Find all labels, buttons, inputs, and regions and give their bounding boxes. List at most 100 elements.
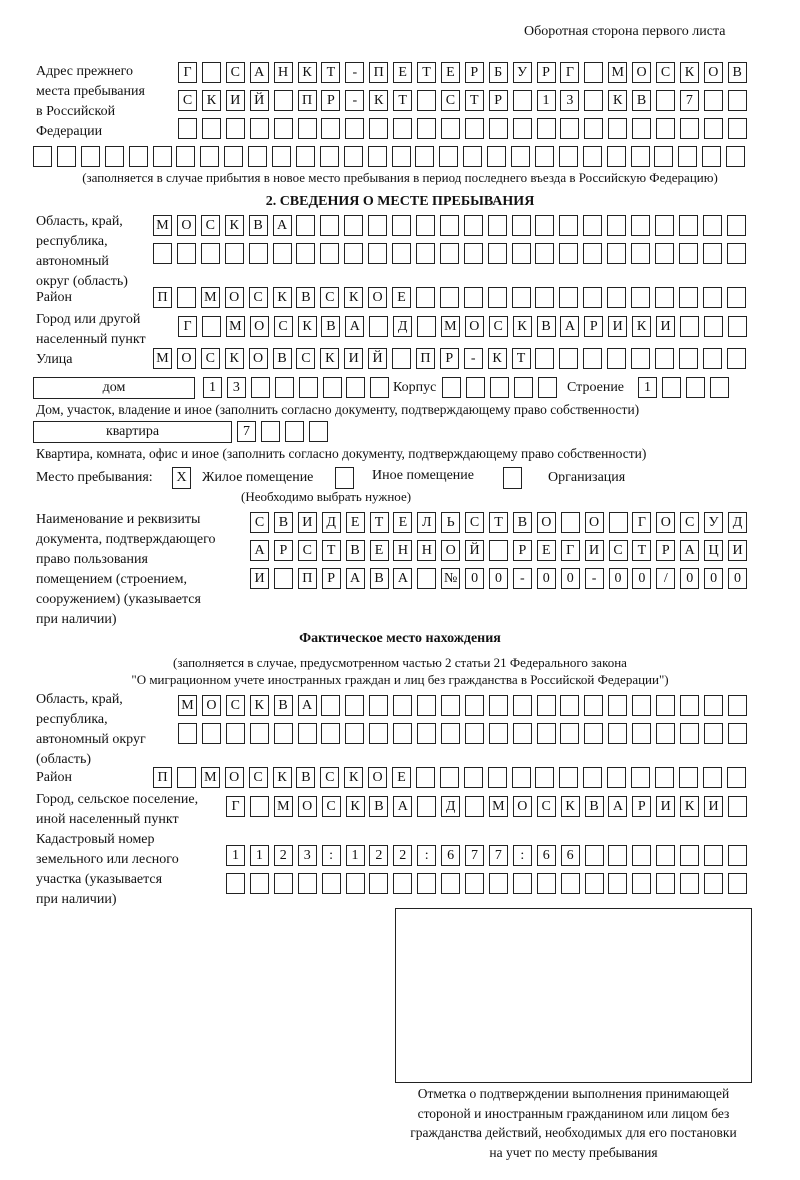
- char-cell[interactable]: [511, 767, 531, 788]
- char-cell[interactable]: [632, 118, 652, 139]
- char-cell[interactable]: Т: [369, 512, 389, 533]
- char-cell[interactable]: [560, 118, 580, 139]
- char-cell[interactable]: [346, 377, 366, 398]
- char-cell[interactable]: [607, 348, 627, 369]
- char-cell[interactable]: [201, 118, 221, 139]
- char-cell[interactable]: [369, 118, 389, 139]
- char-cell[interactable]: [631, 243, 650, 264]
- char-cell[interactable]: [297, 723, 317, 744]
- char-cell[interactable]: [417, 796, 437, 817]
- char-cell[interactable]: [656, 118, 675, 139]
- char-cell[interactable]: А: [393, 796, 413, 817]
- char-cell[interactable]: К: [201, 90, 221, 111]
- char-cell[interactable]: М: [440, 316, 460, 337]
- char-cell[interactable]: К: [608, 90, 628, 111]
- char-cell[interactable]: [248, 243, 268, 264]
- char-cell[interactable]: С: [200, 215, 220, 236]
- char-cell[interactable]: С: [248, 767, 268, 788]
- char-cell[interactable]: [439, 146, 459, 167]
- char-cell[interactable]: [488, 118, 508, 139]
- char-cell[interactable]: К: [680, 796, 700, 817]
- char-cell[interactable]: [632, 695, 652, 716]
- char-cell[interactable]: [656, 695, 675, 716]
- char-cell[interactable]: [465, 873, 484, 894]
- char-cell[interactable]: [368, 243, 388, 264]
- char-cell[interactable]: А: [250, 540, 269, 561]
- char-cell[interactable]: [417, 316, 436, 337]
- char-cell[interactable]: М: [225, 316, 245, 337]
- char-cell[interactable]: С: [320, 287, 340, 308]
- char-cell[interactable]: [583, 287, 603, 308]
- char-cell[interactable]: Т: [417, 62, 436, 83]
- char-cell[interactable]: В: [345, 540, 365, 561]
- char-cell[interactable]: [559, 287, 579, 308]
- char-cell[interactable]: [226, 873, 245, 894]
- char-cell[interactable]: [284, 421, 304, 442]
- char-cell[interactable]: [535, 348, 555, 369]
- char-cell[interactable]: [584, 873, 604, 894]
- char-cell[interactable]: [176, 146, 196, 167]
- char-cell[interactable]: И: [250, 568, 269, 589]
- char-cell[interactable]: Д: [321, 512, 341, 533]
- char-cell[interactable]: [606, 146, 626, 167]
- char-cell[interactable]: 7: [488, 845, 508, 866]
- char-cell[interactable]: [703, 316, 723, 337]
- char-cell[interactable]: М: [153, 215, 172, 236]
- char-cell[interactable]: С: [225, 62, 245, 83]
- char-cell[interactable]: Г: [560, 62, 580, 83]
- house-type-field[interactable]: дом: [33, 377, 195, 399]
- char-cell[interactable]: [679, 118, 699, 139]
- char-cell[interactable]: С: [296, 348, 316, 369]
- char-cell[interactable]: 0: [632, 568, 652, 589]
- char-cell[interactable]: П: [369, 62, 389, 83]
- char-cell[interactable]: П: [415, 348, 435, 369]
- char-cell[interactable]: М: [153, 348, 172, 369]
- char-cell[interactable]: С: [536, 796, 556, 817]
- char-cell[interactable]: [417, 568, 437, 589]
- char-cell[interactable]: В: [273, 695, 293, 716]
- char-cell[interactable]: О: [464, 316, 484, 337]
- char-cell[interactable]: [511, 215, 531, 236]
- char-cell[interactable]: А: [345, 316, 365, 337]
- char-cell[interactable]: С: [680, 512, 700, 533]
- char-cell[interactable]: С: [178, 90, 197, 111]
- char-cell[interactable]: 3: [226, 377, 246, 398]
- char-cell[interactable]: В: [248, 215, 268, 236]
- char-cell[interactable]: -: [584, 568, 604, 589]
- char-cell[interactable]: А: [297, 695, 317, 716]
- char-cell[interactable]: [393, 695, 413, 716]
- char-cell[interactable]: В: [296, 287, 316, 308]
- char-cell[interactable]: [607, 287, 627, 308]
- char-cell[interactable]: [248, 146, 268, 167]
- char-cell[interactable]: 7: [237, 421, 256, 442]
- char-cell[interactable]: [702, 146, 722, 167]
- char-cell[interactable]: В: [273, 512, 293, 533]
- char-cell[interactable]: О: [201, 695, 221, 716]
- char-cell[interactable]: [295, 146, 315, 167]
- char-cell[interactable]: [703, 90, 723, 111]
- char-cell[interactable]: [442, 377, 461, 398]
- char-cell[interactable]: [608, 723, 628, 744]
- char-cell[interactable]: [489, 540, 508, 561]
- char-cell[interactable]: Т: [321, 540, 341, 561]
- char-cell[interactable]: К: [320, 348, 340, 369]
- char-cell[interactable]: 2: [369, 845, 389, 866]
- char-cell[interactable]: Г: [560, 540, 580, 561]
- char-cell[interactable]: [654, 287, 674, 308]
- char-cell[interactable]: С: [248, 287, 268, 308]
- char-cell[interactable]: [678, 146, 698, 167]
- char-cell[interactable]: [489, 377, 509, 398]
- char-cell[interactable]: [464, 723, 484, 744]
- char-cell[interactable]: [463, 243, 483, 264]
- char-cell[interactable]: [654, 243, 674, 264]
- char-cell[interactable]: И: [728, 540, 747, 561]
- char-cell[interactable]: [726, 146, 746, 167]
- char-cell[interactable]: [33, 146, 52, 167]
- char-cell[interactable]: [464, 118, 484, 139]
- char-cell[interactable]: [176, 767, 196, 788]
- char-cell[interactable]: [298, 377, 318, 398]
- char-cell[interactable]: [560, 723, 580, 744]
- char-cell[interactable]: О: [176, 215, 196, 236]
- char-cell[interactable]: №: [441, 568, 461, 589]
- char-cell[interactable]: С: [440, 90, 460, 111]
